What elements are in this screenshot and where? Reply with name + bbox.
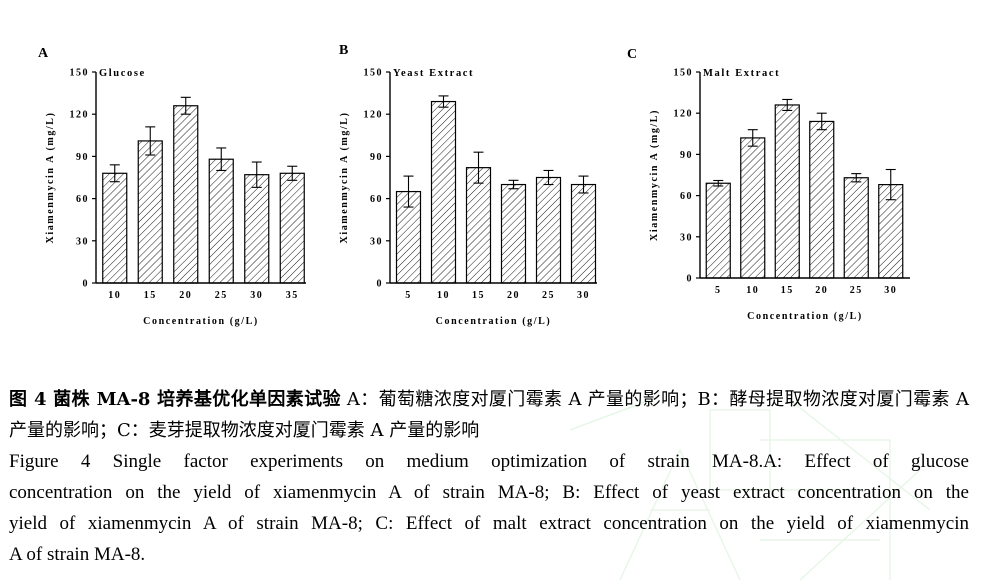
bar [208, 158, 234, 284]
bar [705, 182, 731, 279]
x-axis-label: Concentration (g/L) [436, 316, 552, 327]
x-tick-label: 10 [437, 290, 450, 301]
watermark-decoration [569, 399, 931, 581]
x-tick-label: 30 [250, 290, 263, 301]
bar [843, 177, 869, 279]
x-tick-label: 5 [405, 290, 412, 301]
caption-english-line-2: concentration on the yield of xiamenmyci… [9, 482, 969, 503]
figure-caption: 图 4 菌株 MA-8 培养基优化单因素试验 A：葡萄糖浓度对厦门霉素 A 产量… [9, 384, 969, 570]
x-tick-label: 20 [507, 290, 520, 301]
y-axis-label: Xiamenmycin A (mg/L) [339, 112, 350, 244]
x-tick-label: 30 [884, 285, 897, 296]
caption-english-line-4: A of strain MA-8. [9, 544, 146, 565]
bar [244, 174, 270, 284]
bar [740, 137, 766, 279]
x-tick-label: 20 [815, 285, 828, 296]
bar [809, 120, 835, 279]
y-tick-label: 150 [364, 68, 384, 79]
panel-letter: B [339, 43, 348, 58]
y-tick-label: 90 [680, 150, 693, 161]
bar [279, 172, 305, 284]
caption-chinese: 图 4 菌株 MA-8 培养基优化单因素试验 A：葡萄糖浓度对厦门霉素 A 产量… [9, 384, 969, 446]
y-tick-label: 0 [687, 274, 694, 285]
panel-letter: A [38, 46, 49, 61]
x-tick-label: 25 [215, 290, 228, 301]
x-tick-label: 20 [179, 290, 192, 301]
bar [774, 104, 800, 279]
bar [535, 176, 562, 284]
bar [465, 167, 492, 284]
y-tick-label: 30 [680, 232, 693, 243]
series-title: Malt Extract [703, 68, 780, 79]
x-tick-label: 10 [746, 285, 759, 296]
caption-chinese-label: 图 4 菌株 MA-8 培养基优化单因素试验 [9, 389, 341, 410]
x-tick-label: 5 [715, 285, 722, 296]
x-tick-label: 10 [108, 290, 121, 301]
x-axis-label: Concentration (g/L) [143, 316, 259, 327]
x-tick-label: 30 [577, 290, 590, 301]
y-tick-label: 30 [370, 236, 383, 247]
y-axis-label: Xiamenmycin A (mg/L) [45, 112, 56, 244]
y-tick-label: 90 [370, 152, 383, 163]
y-tick-label: 60 [370, 194, 383, 205]
y-tick-label: 120 [70, 110, 90, 121]
series-title: Glucose [99, 68, 146, 79]
bar [570, 183, 597, 284]
y-tick-label: 0 [83, 279, 90, 290]
caption-english-line-1: Figure 4 Single factor experiments on me… [9, 451, 969, 472]
bar [137, 140, 163, 284]
y-axis-label: Xiamenmycin A (mg/L) [649, 109, 660, 241]
x-tick-label: 15 [781, 285, 794, 296]
chart-panel-a: A 0 30 60 90 120 150 Glucose 10 15 20 25 30 35 Concent… [38, 46, 306, 327]
panel-letter: C [627, 47, 637, 62]
y-tick-label: 150 [674, 68, 694, 79]
y-tick-label: 60 [680, 191, 693, 202]
series-title: Yeast Extract [393, 68, 474, 79]
x-tick-label: 15 [472, 290, 485, 301]
x-tick-label: 25 [542, 290, 555, 301]
y-tick-label: 120 [674, 109, 694, 120]
caption-english-line-3: yield of xiamenmycin A of strain MA-8; C… [9, 513, 969, 534]
x-axis-label: Concentration (g/L) [747, 311, 863, 322]
chart-panel-c: C 0 30 60 90 120 150 Malt Extract 5 10 15 20 25 30 Con… [627, 47, 910, 322]
x-tick-label: 15 [144, 290, 157, 301]
y-tick-label: 0 [377, 279, 384, 290]
chart-panel-b: B 0 30 60 90 120 150 Yeast Extract 5 10 15 20 25 30 Co… [339, 43, 597, 327]
x-tick-label: 35 [286, 290, 299, 301]
y-tick-label: 90 [76, 152, 89, 163]
bar [173, 105, 199, 284]
y-tick-label: 150 [70, 68, 90, 79]
y-tick-label: 120 [364, 110, 384, 121]
bar [102, 172, 128, 284]
y-tick-label: 30 [76, 236, 89, 247]
x-tick-label: 25 [850, 285, 863, 296]
y-tick-label: 60 [76, 194, 89, 205]
bar [430, 100, 457, 284]
caption-chinese-text: A：葡萄糖浓度对厦门霉素 A 产量的影响；B：酵母提取物浓度对厦门霉素 A 产量… [9, 389, 969, 441]
bar [500, 183, 527, 284]
